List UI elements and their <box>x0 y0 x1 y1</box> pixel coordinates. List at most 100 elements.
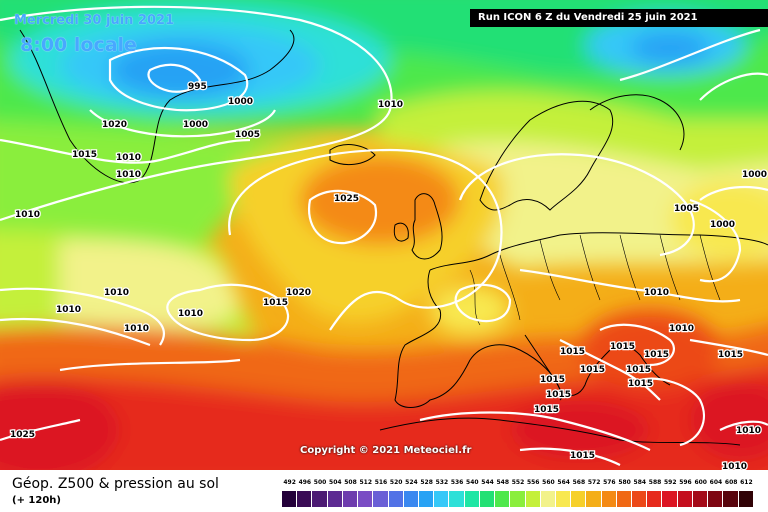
forecast-date: Mercredi 30 juin 2021 <box>14 13 175 28</box>
isobar-label: 1005 <box>674 204 699 214</box>
isobar-label: 1015 <box>560 347 585 357</box>
isobar-label: 1015 <box>534 405 559 415</box>
geopotential-map: 995 1000 1000 1005 1010 1020 1015 1010 1… <box>0 0 768 470</box>
scale-swatch <box>723 491 739 507</box>
scale-tick-label: 568 <box>572 479 586 486</box>
scale-swatch <box>555 491 572 507</box>
scale-tick-label: 552 <box>511 479 525 486</box>
isobar-label: 1010 <box>116 170 141 180</box>
isobar-label: 1010 <box>15 210 40 220</box>
scale-swatch <box>282 491 298 507</box>
isobar-label: 1015 <box>570 451 595 461</box>
scale-swatch <box>449 491 465 507</box>
scale-swatch <box>510 491 526 507</box>
scale-tick-label: 492 <box>283 479 296 486</box>
isobars <box>0 5 768 466</box>
scale-tick-label: 496 <box>298 479 312 486</box>
isobar-label: 1015 <box>718 350 743 360</box>
scale-tick-label: 532 <box>435 479 449 486</box>
isobar-label: 995 <box>188 82 207 92</box>
scale-tick-label: 500 <box>313 479 327 486</box>
isobar-label: 1010 <box>104 288 129 298</box>
scale-swatch <box>708 491 724 507</box>
scale-tick-label: 588 <box>648 479 662 486</box>
scale-swatch <box>373 491 389 507</box>
isobar-label: 1005 <box>235 130 260 140</box>
scale-tick-label: 572 <box>587 479 601 486</box>
scale-tick-label: 544 <box>481 479 494 486</box>
scale-swatch <box>738 491 754 507</box>
isobar-label: 1000 <box>710 220 735 230</box>
scale-tick-label: 576 <box>603 479 616 486</box>
scale-tick-label: 504 <box>329 479 342 486</box>
scale-swatch <box>358 491 374 507</box>
scale-tick-label: 560 <box>542 479 555 486</box>
scale-tick-label: 516 <box>374 479 388 486</box>
isobar-label: 1010 <box>736 426 761 436</box>
isobar-label: 1010 <box>116 153 141 163</box>
isobar-label: 1015 <box>628 379 653 389</box>
isobar-label: 1010 <box>124 324 149 334</box>
scale-tick-label: 528 <box>420 479 433 486</box>
isobar-labels: 995 1000 1000 1005 1010 1020 1015 1010 1… <box>9 81 768 470</box>
isobar-label: 1025 <box>10 430 35 440</box>
isobar-label: 1015 <box>540 375 565 385</box>
scale-swatch <box>632 491 648 507</box>
scale-swatch <box>525 491 541 507</box>
scale-swatch <box>388 491 404 507</box>
scale-swatch <box>297 491 313 507</box>
isobar-label: 1015 <box>546 390 571 400</box>
isobar-label: 1025 <box>334 194 359 204</box>
scale-swatch <box>662 491 678 507</box>
scale-swatch <box>403 491 419 507</box>
isobar-label: 1010 <box>644 288 669 298</box>
isobar-label: 1015 <box>610 342 635 352</box>
run-info-banner: Run ICON 6 Z du Vendredi 25 juin 2021 <box>470 9 768 27</box>
isobar-label: 1000 <box>228 97 253 107</box>
scale-swatch <box>540 491 556 507</box>
isobar-label: 1015 <box>580 365 605 375</box>
isobar-label: 1015 <box>626 365 651 375</box>
legend-bar: Géop. Z500 & pression au sol (+ 120h) 49… <box>0 470 768 512</box>
coastlines <box>19 29 768 446</box>
isobar-label: 1010 <box>56 305 81 315</box>
scale-tick-label: 580 <box>618 479 631 486</box>
scale-tick-label: 592 <box>663 479 677 486</box>
scale-swatch <box>601 491 617 507</box>
scale-swatch <box>342 491 359 507</box>
isobar-label: 1010 <box>722 462 747 470</box>
scale-tick-label: 548 <box>496 479 510 486</box>
scale-swatch <box>464 491 480 507</box>
scale-tick-label: 536 <box>450 479 464 486</box>
isobar-label: 1015 <box>644 350 669 360</box>
scale-tick-label: 600 <box>694 479 707 486</box>
scale-swatch <box>434 491 450 507</box>
scale-tick-label: 524 <box>405 479 418 486</box>
scale-tick-label: 584 <box>633 479 647 486</box>
color-scale <box>282 491 754 507</box>
scale-tick-label: 608 <box>724 479 738 486</box>
isobar-label: 1000 <box>183 120 208 130</box>
scale-swatch <box>571 491 587 507</box>
scale-tick-label: 596 <box>679 479 692 486</box>
scale-swatch <box>495 491 511 507</box>
forecast-time: 8:00 locale <box>20 34 137 56</box>
isobar-label: 1020 <box>286 288 311 298</box>
scale-tick-label: 508 <box>344 479 357 486</box>
isobar-label: 1010 <box>178 309 203 319</box>
isobar-label: 1010 <box>669 324 694 334</box>
isobar-label: 1000 <box>742 170 767 180</box>
legend-subtitle: (+ 120h) <box>12 495 61 506</box>
scale-tick-label: 540 <box>466 479 479 486</box>
scale-swatch <box>647 491 663 507</box>
scale-tick-label: 512 <box>359 479 372 486</box>
scale-tick-label: 604 <box>709 479 723 486</box>
scale-swatch <box>418 491 435 507</box>
copyright-notice: Copyright © 2021 Meteociel.fr <box>300 445 472 456</box>
scale-tick-label: 564 <box>557 479 570 486</box>
scale-tick-label: 520 <box>389 479 403 486</box>
isobar-label: 1020 <box>102 120 127 130</box>
isobar-label: 1015 <box>72 150 97 160</box>
scale-swatch <box>479 491 496 507</box>
